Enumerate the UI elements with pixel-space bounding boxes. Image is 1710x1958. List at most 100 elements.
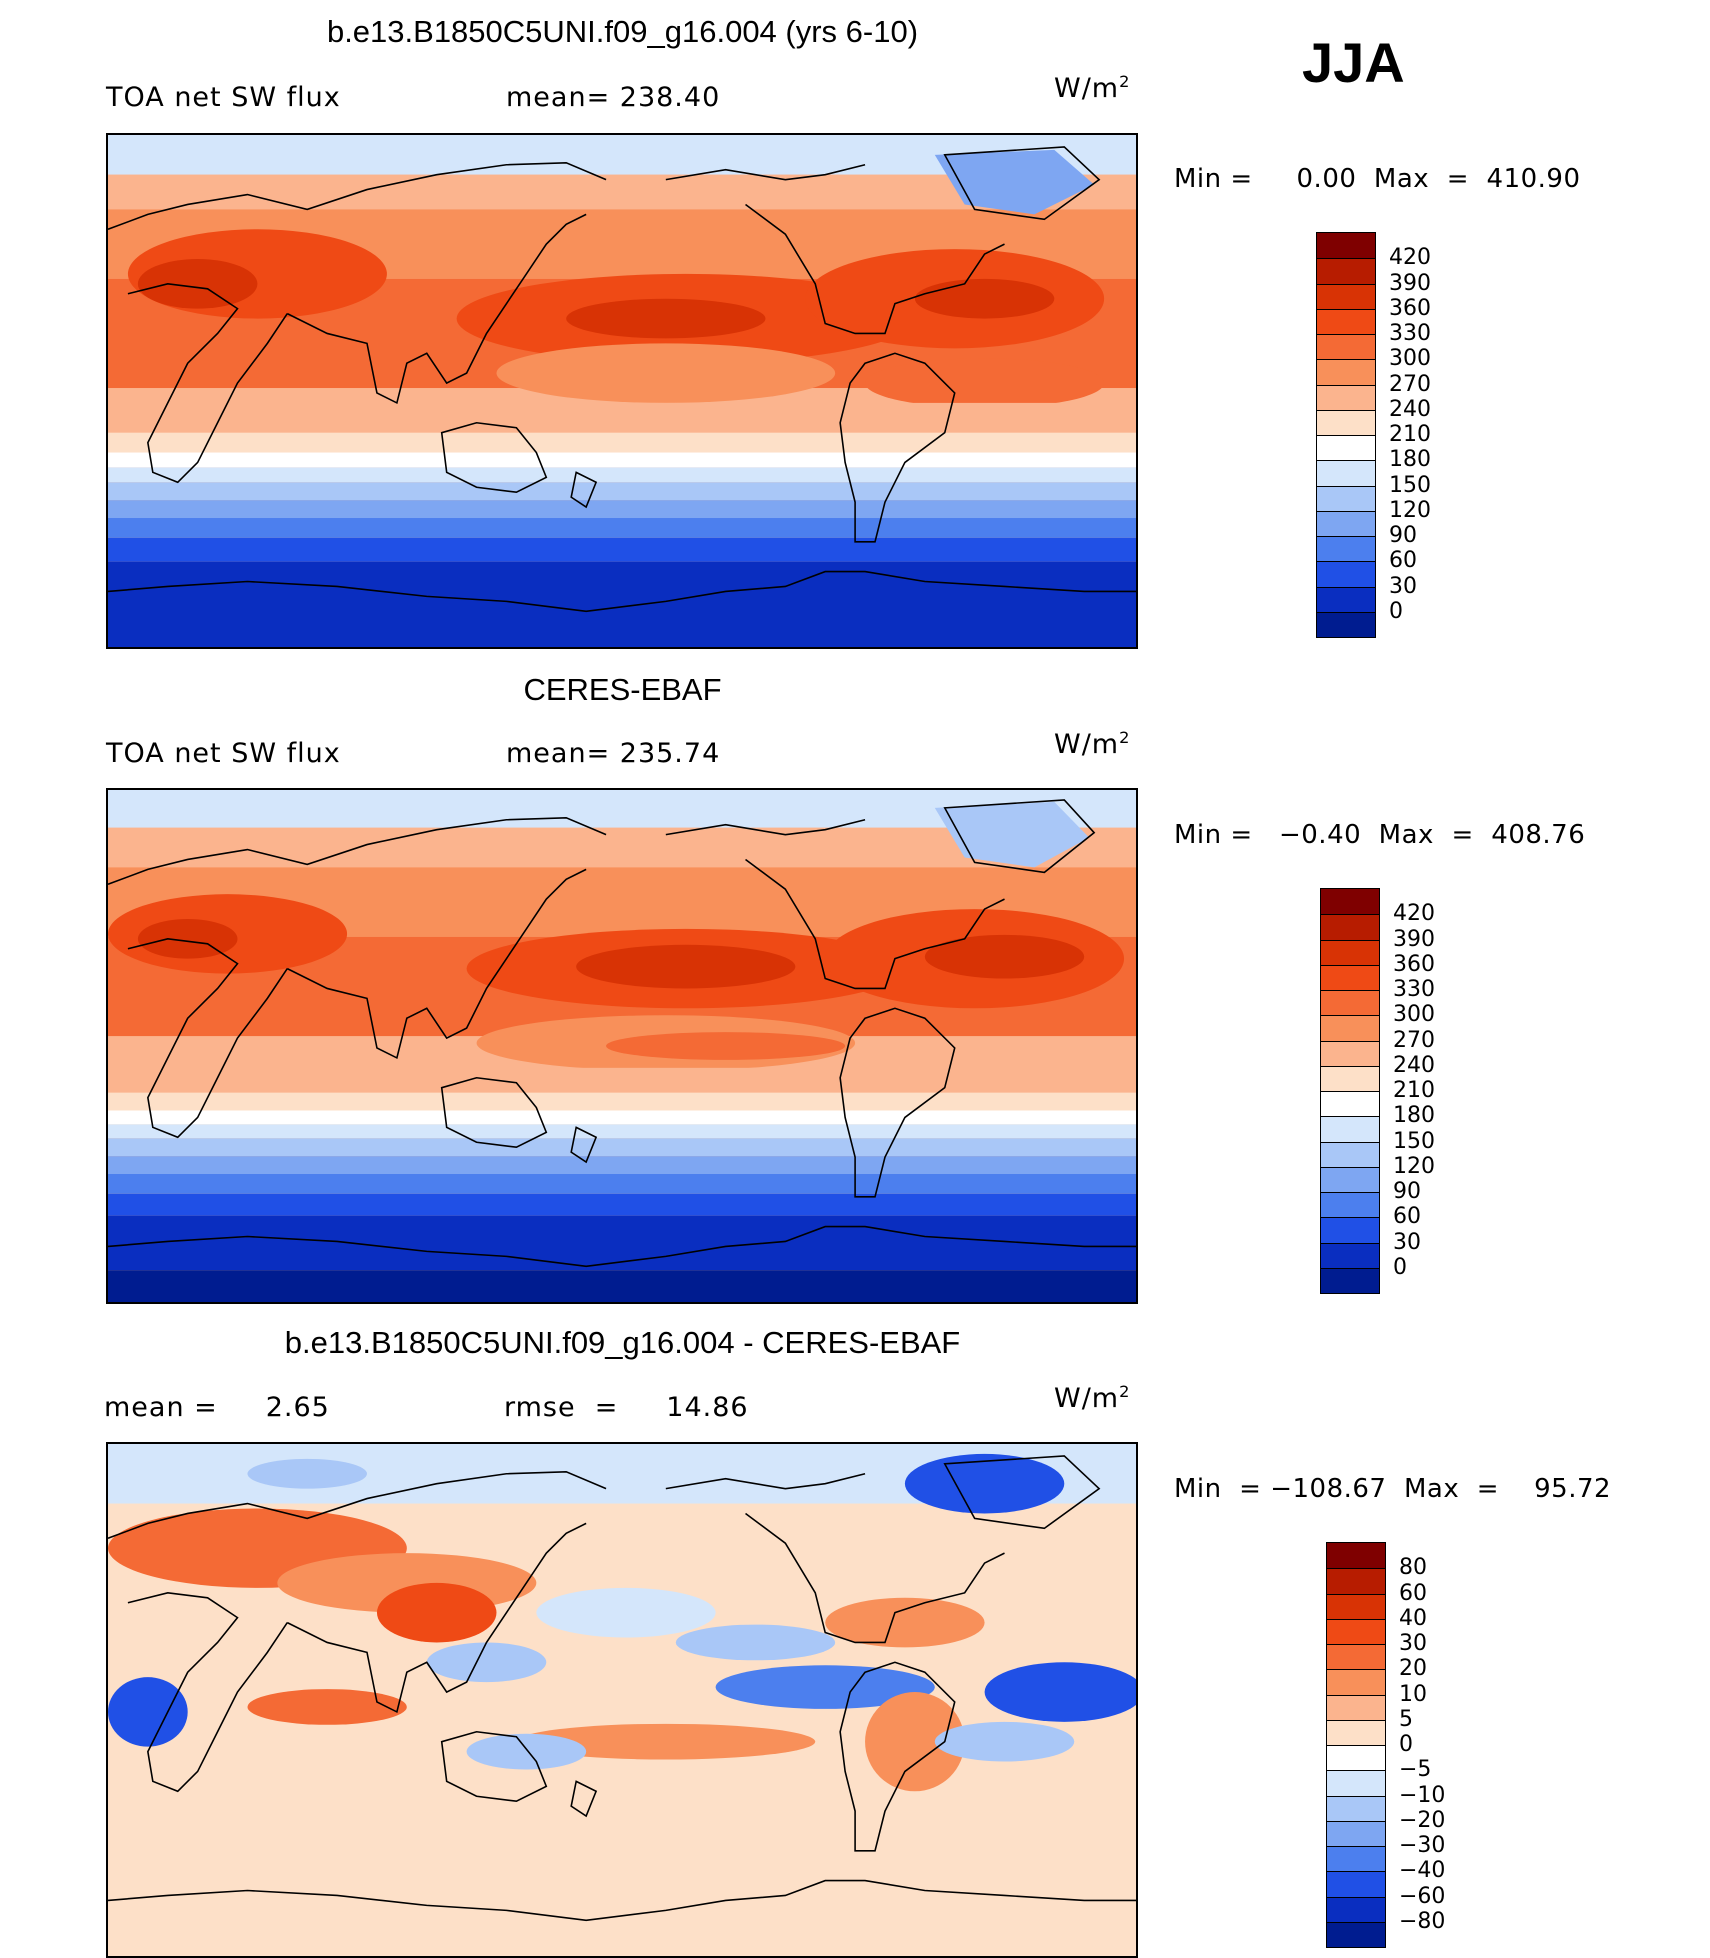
colorbar-box xyxy=(1327,1669,1385,1695)
colorbar-box xyxy=(1321,1242,1379,1268)
colorbar-box xyxy=(1327,1896,1385,1922)
season-label: JJA xyxy=(1302,31,1405,94)
colorbar-box xyxy=(1317,334,1375,360)
colorbar-box xyxy=(1327,1846,1385,1872)
panel-diff-minmax: Min = −108.67 Max = 95.72 xyxy=(1174,1474,1612,1504)
colorbar-label: 270 xyxy=(1389,371,1431,397)
colorbar-label: 0 xyxy=(1389,598,1403,624)
colorbar-label: 420 xyxy=(1393,901,1435,927)
colorbar-label: 120 xyxy=(1393,1153,1435,1179)
colorbar-box xyxy=(1321,889,1379,915)
panel-diff-units: W/m2 xyxy=(1054,1382,1130,1414)
map-svg-diff xyxy=(108,1444,1136,1956)
colorbar-label: 360 xyxy=(1393,951,1435,977)
colorbar-label: 20 xyxy=(1399,1656,1427,1682)
panel-obs-minmax-container: Min = −0.40 Max = 408.76 xyxy=(1174,820,1585,850)
panel-model-title: b.e13.B1850C5UNI.f09_g16.004 (yrs 6-10) xyxy=(326,14,919,49)
colorbar-label: 210 xyxy=(1389,422,1431,447)
colorbar-box xyxy=(1321,990,1379,1016)
colorbar-label: −10 xyxy=(1399,1782,1446,1808)
colorbar-box xyxy=(1317,359,1375,385)
colorbar-label: 30 xyxy=(1399,1631,1427,1656)
colorbar-box xyxy=(1327,1618,1385,1644)
colorbar-box xyxy=(1321,939,1379,965)
colorbar-box xyxy=(1317,435,1375,461)
colorbar-label: 300 xyxy=(1389,346,1431,372)
colorbar-box xyxy=(1317,460,1375,486)
panel-obs-units: W/m2 xyxy=(1054,728,1130,760)
units-text: W/m xyxy=(1054,729,1120,760)
panel-diff-title: b.e13.B1850C5UNI.f09_g16.004 - CERES-EBA… xyxy=(284,1325,961,1360)
colorbar-box xyxy=(1317,308,1375,334)
colorbar-box xyxy=(1321,914,1379,940)
colorbar-label: 240 xyxy=(1389,396,1431,422)
colorbar-box xyxy=(1317,611,1375,637)
colorbar-label: 180 xyxy=(1389,447,1431,473)
colorbar-label: −60 xyxy=(1399,1883,1446,1909)
panel-obs-mean: mean= 235.74 xyxy=(506,738,721,769)
colorbar-label: 270 xyxy=(1393,1027,1435,1053)
units-sup: 2 xyxy=(1119,72,1131,91)
colorbar-box xyxy=(1327,1719,1385,1745)
colorbar-label: −20 xyxy=(1399,1807,1446,1833)
colorbar-box xyxy=(1317,586,1375,612)
colorbar-box xyxy=(1321,1091,1379,1117)
colorbar-label: 90 xyxy=(1389,523,1417,548)
panel-model-left-label: TOA net SW flux xyxy=(106,82,341,113)
colorbar-label: 240 xyxy=(1393,1052,1435,1078)
colorbar-label: 60 xyxy=(1393,1204,1421,1230)
colorbar-label: −30 xyxy=(1399,1833,1446,1858)
colorbar-label: 150 xyxy=(1389,472,1431,498)
panel-model-minmax: Min = 0.00 Max = 410.90 xyxy=(1174,164,1581,194)
colorbar-box xyxy=(1321,1116,1379,1142)
colorbar-box xyxy=(1327,1644,1385,1670)
colorbar-box xyxy=(1317,561,1375,587)
colorbar-label: 330 xyxy=(1393,977,1435,1002)
colorbar-label: 390 xyxy=(1393,926,1435,952)
colorbar-box xyxy=(1327,1820,1385,1846)
panel-obs-title: CERES-EBAF xyxy=(523,672,722,707)
colorbar-box xyxy=(1321,1267,1379,1293)
colorbar-label: 60 xyxy=(1389,548,1417,574)
colorbar-box xyxy=(1327,1593,1385,1619)
colorbar-label: 40 xyxy=(1399,1605,1427,1631)
colorbar-label: 30 xyxy=(1389,573,1417,599)
panel-diff-colorbar: 80 60 40 30 20 10 5 0 −5 −10 −20 −30 −40 −60 −80 xyxy=(1326,1542,1445,1948)
units-sup: 2 xyxy=(1119,728,1131,747)
colorbar-box xyxy=(1317,536,1375,562)
units-text: W/m xyxy=(1054,1383,1120,1414)
colorbar-box xyxy=(1317,233,1375,259)
units-text: W/m xyxy=(1054,73,1120,104)
panel-obs-colorbar: 420 390 360 330 300 270 240 210 180 150 120 90 60 30 0 xyxy=(1320,888,1435,1294)
colorbar-label: −40 xyxy=(1399,1858,1446,1884)
colorbar-box xyxy=(1327,1694,1385,1720)
colorbar-box xyxy=(1321,1015,1379,1041)
colorbar-label: 420 xyxy=(1389,245,1431,271)
colorbar-label: 360 xyxy=(1389,295,1431,321)
colorbar-box xyxy=(1327,1921,1385,1947)
colorbar-box xyxy=(1317,485,1375,511)
panel-diff-minmax-container: Min = −108.67 Max = 95.72 xyxy=(1174,1474,1611,1504)
colorbar-label: −80 xyxy=(1399,1908,1446,1934)
colorbar-box xyxy=(1321,1217,1379,1243)
colorbar-box xyxy=(1317,258,1375,284)
colorbar-box xyxy=(1317,283,1375,309)
panel-obs-map xyxy=(106,788,1138,1304)
colorbar-label: −5 xyxy=(1399,1757,1432,1783)
panel-model-map xyxy=(106,133,1138,649)
colorbar-label: 390 xyxy=(1389,270,1431,296)
map-svg-obs xyxy=(108,790,1136,1302)
colorbar-box xyxy=(1317,510,1375,536)
colorbar-label: 0 xyxy=(1393,1254,1407,1280)
panel-model-mean: mean= 238.40 xyxy=(506,82,721,113)
colorbar-box xyxy=(1321,964,1379,990)
colorbar-label: 0 xyxy=(1399,1732,1413,1757)
colorbar-label: 180 xyxy=(1393,1103,1435,1129)
colorbar-label: 30 xyxy=(1393,1229,1421,1255)
panel-diff-map xyxy=(106,1442,1138,1958)
colorbar-label: 300 xyxy=(1393,1002,1435,1028)
colorbar-box xyxy=(1327,1543,1385,1569)
panel-diff-mean: mean = 2.65 xyxy=(104,1392,330,1423)
colorbar-label: 210 xyxy=(1393,1078,1435,1103)
colorbar-label: 120 xyxy=(1389,497,1431,523)
